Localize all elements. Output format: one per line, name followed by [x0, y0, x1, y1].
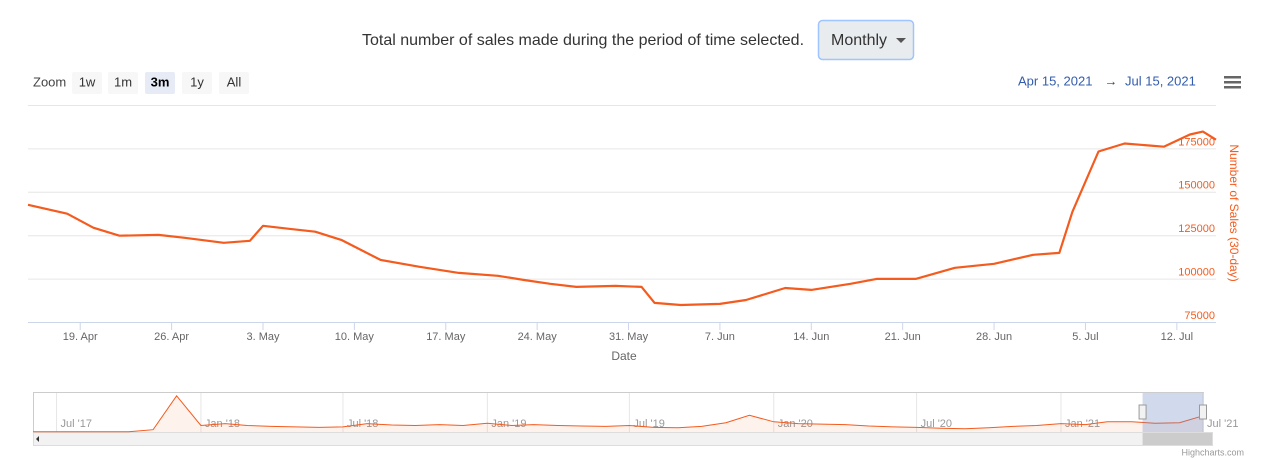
range-arrow: → [1105, 73, 1118, 88]
x-tick-label: 3. May [246, 331, 280, 343]
menu-button[interactable] [1224, 76, 1241, 89]
zoom-button[interactable]: 1m [108, 72, 138, 94]
zoom-button-bg[interactable] [72, 72, 102, 94]
navigator-handle[interactable] [1199, 404, 1207, 420]
zoom-button-label[interactable]: 1y [190, 74, 204, 89]
x-tick-label: 12. Jul [1161, 331, 1193, 343]
zoom-button[interactable]: 1y [182, 72, 212, 94]
zoom-button-bg[interactable] [108, 72, 138, 94]
dropdown-caret [896, 38, 906, 43]
credits[interactable]: Highcharts.com [1181, 447, 1244, 457]
scrollbar-track[interactable] [33, 432, 1213, 446]
x-tick-label: 14. Jun [793, 331, 829, 343]
zoom-button[interactable]: 1w [72, 72, 102, 94]
scroll-left[interactable] [36, 436, 39, 442]
header-text: Total number of sales made during the pe… [362, 32, 804, 49]
y-tick-label: 125000 [1178, 223, 1215, 235]
zoom-button[interactable]: 3m [145, 72, 175, 94]
navigator-tick-label: Jul '21 [1207, 418, 1238, 430]
navigator-selection[interactable] [1142, 393, 1203, 432]
navigator-tick-label: Jan '19 [491, 418, 526, 430]
x-tick-label: 7. Jun [705, 331, 735, 343]
navigator-tick-label: Jul '20 [921, 418, 952, 430]
navigator-tick-label: Jul '17 [61, 418, 92, 430]
zoom-button-bg[interactable] [145, 72, 175, 94]
y-tick-label: 150000 [1178, 180, 1215, 192]
y-tick-label: 75000 [1184, 310, 1215, 322]
zoom-button[interactable]: All [219, 72, 249, 94]
zoom-button-label[interactable]: 1w [79, 74, 96, 89]
zoom-button-bg[interactable] [182, 72, 212, 94]
x-axis-title: Date [611, 349, 637, 363]
navigator-handle[interactable] [1138, 404, 1147, 420]
range-from[interactable]: Apr 15, 2021 [1018, 73, 1092, 88]
x-tick-label: 19. Apr [63, 331, 98, 343]
x-tick-label: 17. May [426, 331, 466, 343]
zoom-button-label[interactable]: 1m [114, 74, 132, 89]
y-tick-label: 100000 [1178, 267, 1215, 279]
menu-bar [1224, 76, 1241, 79]
dropdown-label[interactable]: Monthly [831, 32, 887, 49]
navigator-line [33, 394, 1204, 433]
x-tick-label: 21. Jun [885, 331, 921, 343]
scrollbar-thumb[interactable] [1142, 433, 1212, 445]
range-to[interactable]: Jul 15, 2021 [1125, 73, 1196, 88]
zoom-button-label[interactable]: All [227, 74, 242, 89]
menu-bar [1224, 86, 1241, 89]
x-tick-label: 26. Apr [154, 331, 189, 343]
x-tick-label: 28. Jun [976, 331, 1012, 343]
navigator-area [33, 395, 1203, 432]
zoom-button-bg[interactable] [219, 72, 249, 94]
menu-bar [1224, 81, 1241, 84]
y-tick-label: 175000 [1178, 136, 1215, 148]
zoom-button-label[interactable]: 3m [151, 74, 170, 89]
navigator-tick-label: Jan '21 [1065, 418, 1100, 430]
x-tick-label: 31. May [609, 331, 649, 343]
dropdown[interactable]: Monthly [817, 19, 915, 61]
x-tick-label: 5. Jul [1072, 331, 1098, 343]
x-tick-label: 10. May [335, 331, 375, 343]
dropdown-box[interactable] [817, 19, 915, 61]
line-series [27, 130, 1217, 307]
x-tick-label: 24. May [518, 331, 558, 343]
y-axis-title: Number of Sales (30-day) [1227, 144, 1241, 281]
zoom-label: Zoom [33, 74, 66, 89]
navigator-tick-label: Jan '20 [778, 418, 813, 430]
